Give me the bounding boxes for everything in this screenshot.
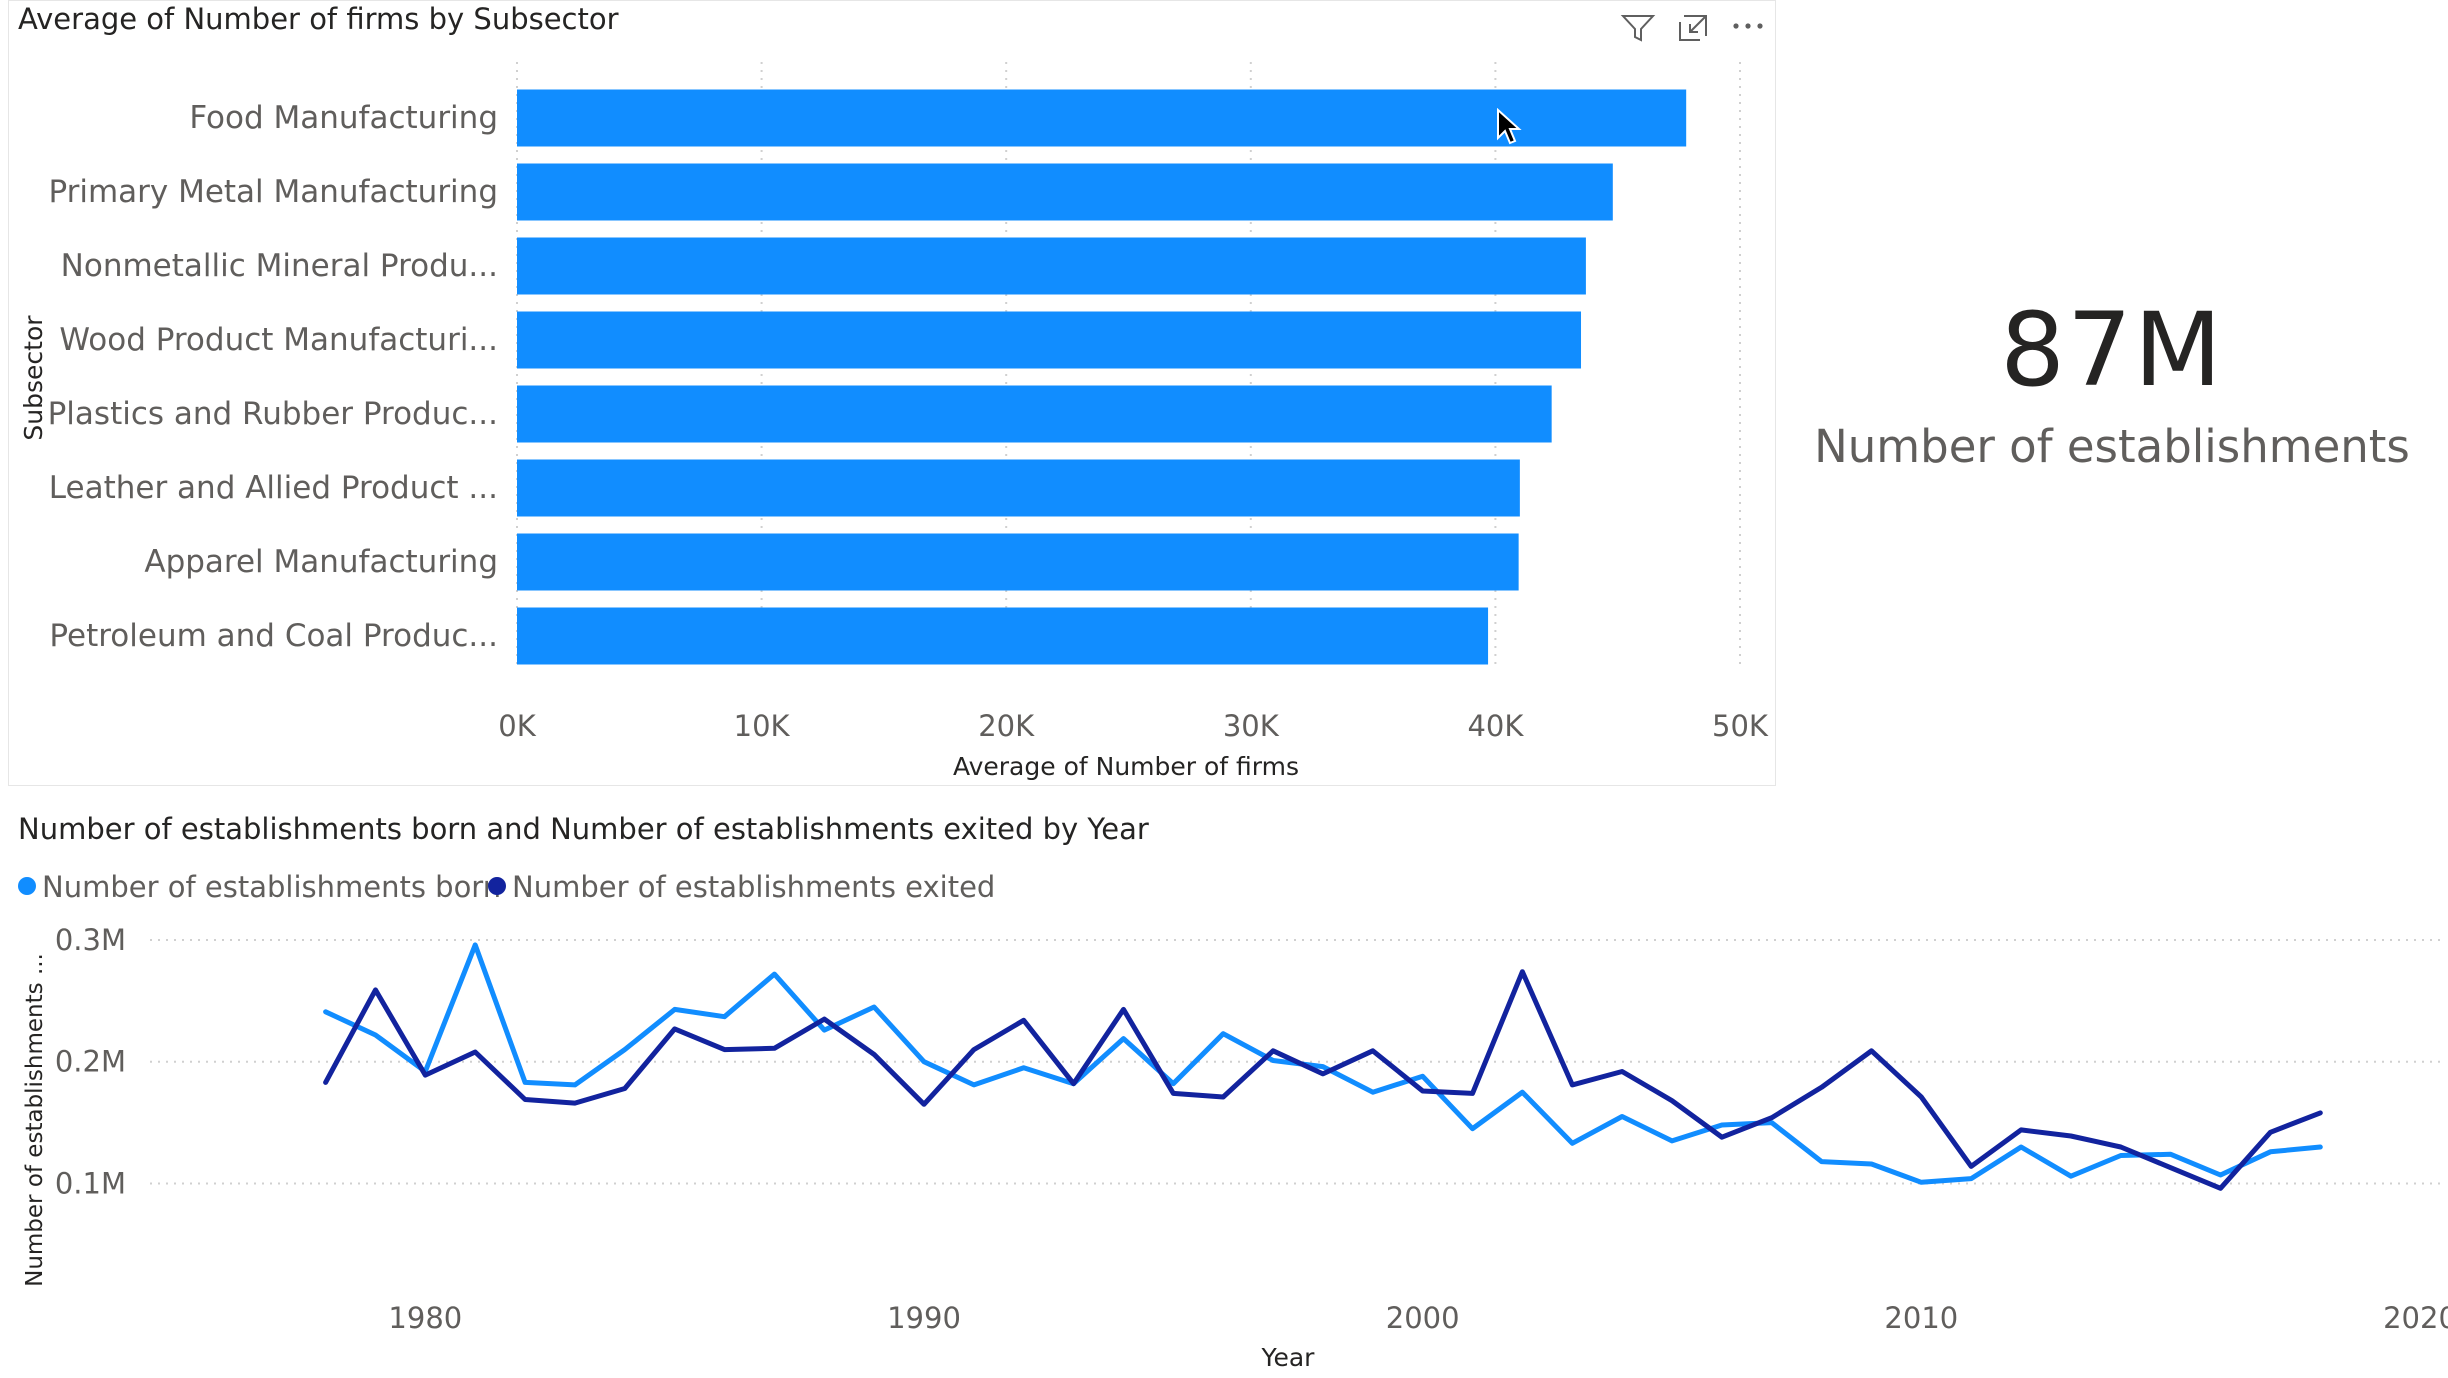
line-y-tick-label: 0.3M (55, 923, 126, 957)
card-label: Number of establishments (1814, 420, 2410, 473)
bar-x-tick-label: 10K (734, 709, 791, 743)
bar-category-label: Food Manufacturing (189, 100, 498, 136)
bar[interactable] (517, 385, 1552, 443)
legend-label-born: Number of establishments born (42, 870, 502, 904)
line-x-tick-label: 2000 (1386, 1301, 1460, 1335)
line-x-tick-label: 1980 (388, 1301, 462, 1335)
legend-dot-born (18, 877, 36, 895)
line-x-tick-label: 2010 (1884, 1301, 1958, 1335)
bar[interactable] (517, 533, 1519, 591)
bar-x-tick-label: 30K (1223, 709, 1280, 743)
bar[interactable] (517, 607, 1489, 665)
bar-x-tick-label: 50K (1712, 709, 1769, 743)
bar[interactable] (517, 311, 1582, 369)
mouse-cursor-icon (1496, 107, 1522, 152)
line-y-axis-title: Number of establishments ... (22, 953, 48, 1287)
bar-x-axis-title: Average of Number of firms (953, 752, 1299, 781)
line-y-tick-label: 0.1M (55, 1166, 126, 1200)
bar-category-label: Nonmetallic Mineral Produ... (61, 248, 498, 284)
bar-x-tick-label: 0K (498, 709, 536, 743)
bar-category-label: Plastics and Rubber Produc... (48, 396, 498, 432)
legend-dot-exited (488, 877, 506, 895)
bar-category-label: Primary Metal Manufacturing (48, 174, 498, 210)
line-x-tick-label: 1990 (887, 1301, 961, 1335)
legend-item-born[interactable]: Number of establishments born (18, 870, 501, 904)
line-series-born[interactable] (323, 942, 2323, 1185)
bar[interactable] (517, 459, 1520, 517)
legend-label-exited: Number of establishments exited (512, 870, 996, 904)
bar[interactable] (517, 237, 1586, 295)
line-x-tick-label: 2020 (2383, 1301, 2448, 1335)
bar-category-label: Wood Product Manufacturi... (59, 322, 498, 358)
filter-icon[interactable] (1620, 12, 1656, 48)
bar-y-axis-title: Subsector (19, 315, 48, 441)
line-x-axis-title: Year (1261, 1343, 1316, 1372)
line-chart-title: Number of establishments born and Number… (18, 812, 1149, 846)
bar-chart-title: Average of Number of firms by Subsector (18, 2, 619, 36)
bar-x-tick-label: 20K (978, 709, 1035, 743)
card-value: 87M (2000, 291, 2224, 410)
bar[interactable] (517, 89, 1687, 147)
bar-x-tick-label: 40K (1467, 709, 1524, 743)
bar[interactable] (517, 163, 1613, 221)
kpi-card[interactable]: 87M Number of establishments (1776, 180, 2448, 500)
bar-category-label: Petroleum and Coal Produc... (49, 618, 498, 654)
focus-mode-icon[interactable] (1676, 12, 1710, 48)
bar-category-label: Leather and Allied Product ... (49, 470, 498, 506)
more-options-icon[interactable] (1730, 12, 1766, 48)
bar-category-label: Apparel Manufacturing (144, 544, 498, 580)
line-y-tick-label: 0.2M (55, 1045, 126, 1079)
legend-item-exited[interactable]: Number of establishments exited (488, 870, 995, 904)
line-series-exited[interactable] (323, 969, 2323, 1191)
